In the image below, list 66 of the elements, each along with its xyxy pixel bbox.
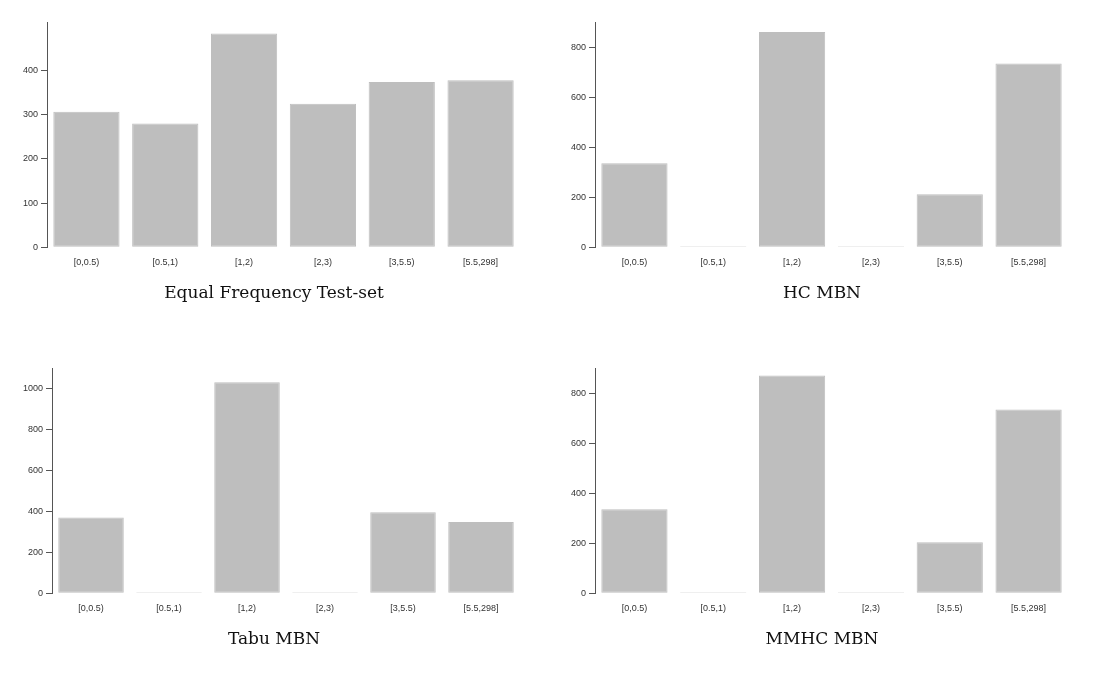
- x-tick-label: [0.5,1): [152, 257, 179, 268]
- bar: [601, 509, 668, 593]
- x-tick-label: [0,0.5): [78, 603, 104, 614]
- y-tick-label: 0: [38, 587, 44, 598]
- y-tick-label: 200: [27, 546, 44, 557]
- bar: [289, 103, 357, 247]
- bar: [758, 32, 826, 247]
- x-tick-label: [1,2): [783, 257, 802, 268]
- x-tick-label: [1,2): [783, 603, 802, 614]
- x-tick-label: [2,3): [861, 603, 880, 614]
- y-tick-label: 400: [27, 505, 44, 516]
- bar: [916, 194, 983, 247]
- bar: [447, 80, 514, 247]
- bar: [758, 375, 826, 593]
- bar: [368, 82, 435, 247]
- x-tick-label: [2,3): [861, 257, 880, 268]
- bar: [132, 123, 199, 247]
- y-tick-label: 400: [570, 141, 587, 152]
- y-tick-label: 300: [22, 109, 39, 120]
- x-tick-label: [0,0.5): [73, 257, 100, 268]
- y-tick-label: 600: [570, 91, 587, 102]
- bar: [53, 111, 120, 247]
- x-tick-label: [1,2): [238, 603, 257, 614]
- text: Tabu MBN: [226, 628, 322, 648]
- bar: [370, 512, 436, 593]
- y-tick-label: 400: [22, 65, 39, 76]
- x-tick-label: [2,3): [313, 257, 332, 268]
- y-tick-label: 0: [33, 241, 39, 252]
- y-tick-label: 1000: [22, 382, 44, 393]
- x-tick-label: [5.5,298]: [463, 603, 499, 614]
- bar: [916, 542, 983, 593]
- y-tick-label: 800: [570, 387, 587, 398]
- x-tick-label: [5.5,298]: [463, 257, 499, 268]
- y-tick-label: 100: [22, 197, 39, 208]
- x-tick-label: [0.5,1): [700, 257, 727, 268]
- x-tick-label: [2,3): [316, 603, 335, 614]
- y-tick-label: 0: [581, 587, 587, 598]
- x-tick-label: [3,5.5): [390, 603, 416, 614]
- bar: [214, 382, 280, 593]
- x-tick-label: [3,5.5): [937, 257, 963, 268]
- y-tick-label: 200: [570, 537, 587, 548]
- y-tick-label: 0: [581, 241, 587, 252]
- bar: [448, 521, 514, 593]
- bar: [601, 163, 668, 247]
- x-tick-label: [0,0.5): [621, 257, 648, 268]
- y-tick-label: 600: [27, 464, 44, 475]
- bar: [995, 409, 1062, 593]
- x-tick-label: [0.5,1): [700, 603, 727, 614]
- y-tick-label: 400: [570, 487, 587, 498]
- y-tick-label: 200: [570, 191, 587, 202]
- x-tick-label: [3,5.5): [937, 603, 963, 614]
- x-tick-label: [1,2): [235, 257, 254, 268]
- y-tick-label: 600: [570, 437, 587, 448]
- y-tick-label: 200: [22, 153, 39, 164]
- text: MMHC MBN: [764, 628, 880, 648]
- bar: [210, 33, 278, 247]
- y-tick-label: 800: [27, 423, 44, 434]
- x-tick-label: [5.5,298]: [1011, 257, 1047, 268]
- text: Equal Frequency Test-set: [163, 282, 385, 302]
- x-tick-label: [0.5,1): [156, 603, 182, 614]
- x-tick-label: [0,0.5): [621, 603, 648, 614]
- y-tick-label: 800: [570, 41, 587, 52]
- text: HC MBN: [782, 282, 862, 302]
- bar: [58, 517, 124, 593]
- x-tick-label: [3,5.5): [389, 257, 415, 268]
- x-tick-label: [5.5,298]: [1011, 603, 1047, 614]
